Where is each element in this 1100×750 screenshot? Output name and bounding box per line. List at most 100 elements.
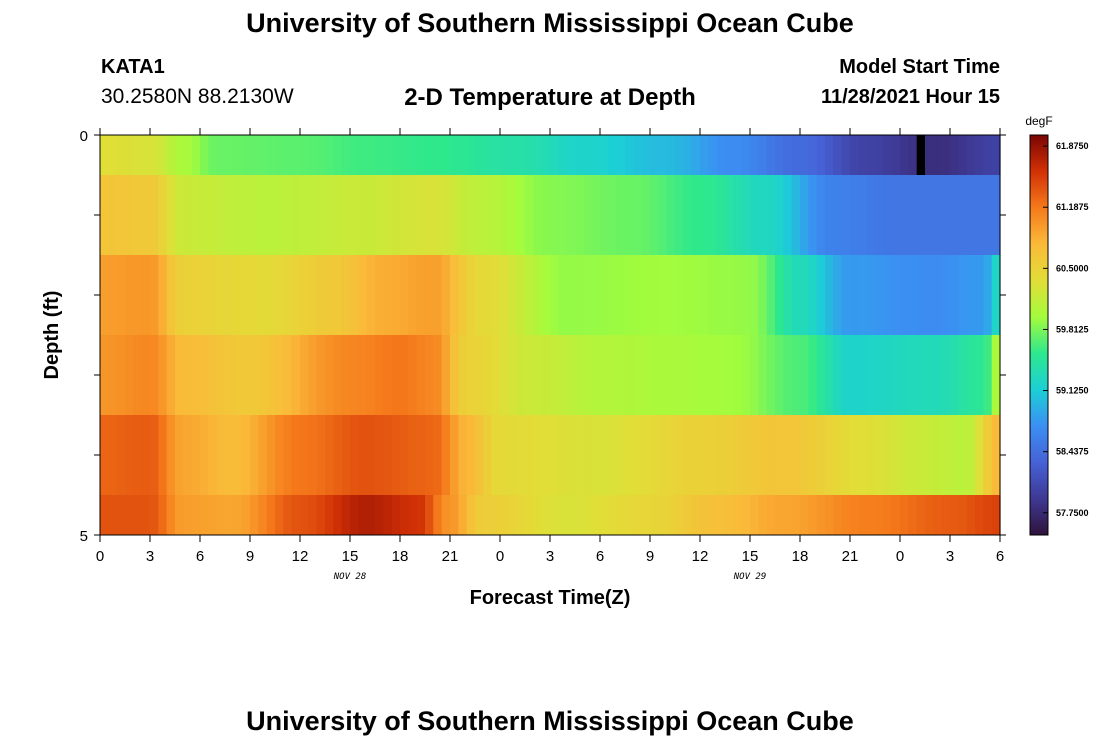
heatmap-cell [958,335,968,415]
heatmap-cell [383,135,393,175]
heatmap-cell [991,175,1001,255]
heatmap-cell [175,135,184,175]
heatmap-cell [366,495,376,535]
heatmap-cell [991,255,1001,335]
heatmap-cell [733,255,743,335]
heatmap-cell [966,255,976,335]
x-date-label: NOV 28 [333,572,367,582]
heatmap-cell [458,175,468,255]
heatmap-cell [841,255,851,335]
heatmap-cell [383,175,393,255]
heatmap-cell [441,255,451,335]
heatmap-cell [141,495,151,535]
heatmap-cell [766,255,776,335]
heatmap-cell [625,415,634,495]
heatmap-cell [925,175,934,255]
heatmap-cell [708,255,718,335]
heatmap-cell [533,415,543,495]
heatmap-cell [325,175,334,255]
heatmap-cell [533,175,543,255]
heatmap-cell [325,415,334,495]
heatmap-cell [425,175,434,255]
heatmap-cell [558,175,568,255]
heatmap-cell [825,415,834,495]
colorbar-label: 60.5000 [1056,263,1089,273]
heatmap-cell [325,335,334,415]
heatmap-cell [941,175,951,255]
heatmap-cell [533,335,543,415]
heatmap-cell [441,415,451,495]
heatmap-cell [741,255,751,335]
heatmap-cell [316,255,326,335]
heatmap-cell [625,135,634,175]
heatmap-cell [241,175,251,255]
heatmap-cell [275,255,284,335]
heatmap-cell [908,495,918,535]
heatmap-cell [233,175,243,255]
heatmap-cell [166,135,176,175]
model-start-label: Model Start Time [839,56,1000,78]
heatmap-cell [466,335,476,415]
heatmap-cell [641,135,651,175]
heatmap-cell [291,135,301,175]
heatmap-cell [641,175,651,255]
heatmap-cell [691,255,701,335]
heatmap-cell [866,175,876,255]
heatmap-cell [316,135,326,175]
heatmap-cell [783,175,793,255]
heatmap-cell [941,495,951,535]
heatmap-cell [283,135,293,175]
heatmap-cell [583,335,593,415]
heatmap-cell [566,135,576,175]
heatmap-cell [141,415,151,495]
heatmap-cell [308,335,318,415]
heatmap-cell [350,335,359,415]
heatmap-cell [433,495,443,535]
heatmap-cell [158,335,168,415]
heatmap-cell [183,135,193,175]
heatmap-cell [675,495,684,535]
heatmap-cell [975,415,984,495]
heatmap-cell [341,135,351,175]
heatmap-cell [250,135,259,175]
heatmap-cell [791,175,801,255]
heatmap-cell [116,495,126,535]
heatmap-cell [125,175,134,255]
heatmap-cell [433,255,443,335]
heatmap-cell [391,255,401,335]
heatmap-cell [375,175,384,255]
heatmap-cell [466,255,476,335]
heatmap-cell [541,495,551,535]
heatmap-cell [116,255,126,335]
heatmap-cell [333,495,343,535]
heatmap-cell [283,495,293,535]
heatmap-cell [966,135,976,175]
heatmap-cell [908,175,918,255]
heatmap-cell [225,495,234,535]
heatmap-cell [975,335,984,415]
heatmap-cell [583,255,593,335]
heatmap-cell [775,255,784,335]
heatmap-cell [650,415,659,495]
x-tick-label: 21 [842,548,859,565]
heatmap-cell [833,415,843,495]
heatmap-cell [100,255,109,335]
heatmap-cell [983,175,993,255]
x-tick-label: 15 [342,548,359,565]
heatmap-cell [708,335,718,415]
heatmap-cell [500,415,509,495]
heatmap-cell [458,335,468,415]
heatmap-cell [833,495,843,535]
heatmap-cell [833,175,843,255]
heatmap-cell [566,175,576,255]
heatmap-cell [708,495,718,535]
heatmap-cell [758,415,768,495]
heatmap-cell [833,255,843,335]
heatmap-cell [350,415,359,495]
heatmap-cell [233,415,243,495]
heatmap-cell [491,415,501,495]
heatmap-cell [516,415,526,495]
heatmap-cell [316,175,326,255]
heatmap-cell [766,175,776,255]
heatmap-cell [691,495,701,535]
